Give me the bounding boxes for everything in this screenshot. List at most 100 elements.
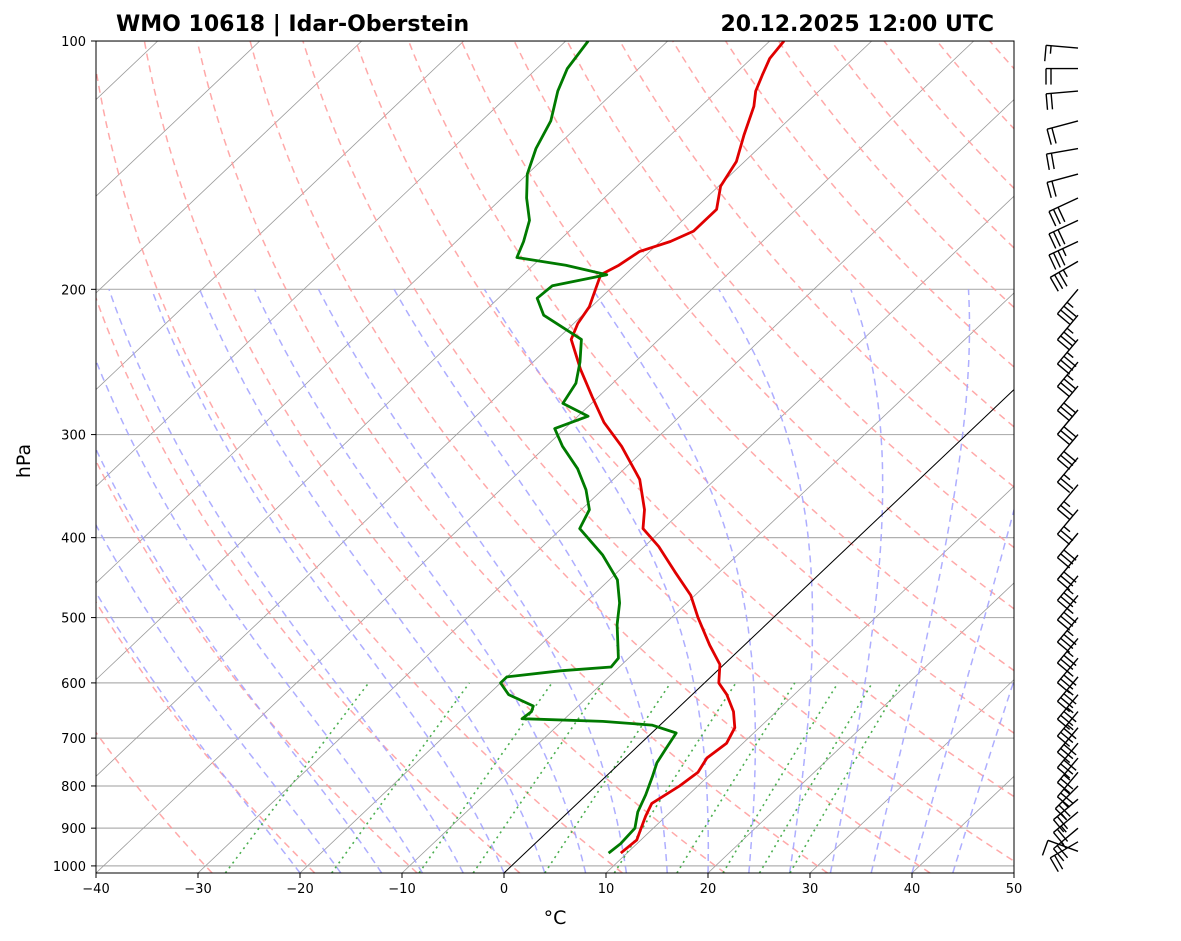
wind-barb-full-flag [1060,615,1074,627]
isotherm-line [809,679,1014,873]
wind-barb [1056,638,1079,674]
y-axis-label: hPa [13,444,35,478]
wind-barb [1056,338,1079,375]
y-tick-label: 400 [61,532,86,547]
wind-barb-staff [1053,811,1079,833]
wind-barb-staff [1056,694,1079,720]
wind-barb-full-flag [1060,553,1074,565]
wind-barb [1056,409,1079,446]
wind-barb-full-flag [1063,744,1077,756]
wind-barb-full-flag [1056,828,1069,842]
wind-barb [1056,484,1079,520]
isotherm-line [96,41,465,391]
wind-barb-half-flag [1066,327,1074,334]
wind-barb [1056,314,1079,351]
y-tick-label: 600 [61,677,86,692]
wind-barb-full-flag [1063,654,1077,667]
dewpoint-profile-line [499,41,678,855]
wind-barb-full-flag [1060,529,1074,542]
dry-adiabat [96,459,418,873]
wind-barb-full-flag [1051,127,1057,144]
wind-barb [1049,841,1079,873]
wind-barb-full-flag [1054,854,1064,870]
wind-barb-half-flag [1049,45,1052,54]
wind-barb-staff [1046,173,1079,184]
wind-barb-full-flag [1056,767,1071,779]
wind-barb-full-flag [1048,254,1057,270]
wind-barb [1056,594,1079,631]
wind-barb-half-flag [1066,630,1074,637]
moist-adiabat [829,289,884,873]
dry-adiabat [96,65,623,873]
wind-barb-half-flag [1066,707,1074,714]
wind-barb [1056,385,1079,422]
x-tick-label: −20 [286,882,313,897]
dry-adiabat [513,41,1014,610]
moist-adiabat [96,358,424,873]
wind-barb-full-flag [1060,658,1074,670]
dry-adiabat [1095,41,1181,873]
wind-barb-half-flag [1063,774,1071,781]
wind-barb-full-flag [1054,808,1068,821]
wind-barb-full-flag [1063,355,1077,368]
wind-barb-full-flag [1060,309,1074,321]
wind-barb-full-flag [1063,727,1077,740]
wind-barb-full-flag [1060,406,1074,418]
wind-barb-full-flag [1056,363,1071,375]
wind-barb-half-flag [1062,269,1068,278]
wind-barb-half-flag [1066,724,1074,731]
plot-area [96,41,1181,873]
wind-barb-full-flag [1058,804,1071,817]
wind-barb [1056,694,1079,730]
wind-barb [1048,197,1079,227]
wind-barb-full-flag [1063,611,1077,624]
moist-adiabat [108,289,464,873]
wind-barb-full-flag [1060,731,1074,744]
wind-barb-full-flag [1063,378,1077,390]
dry-adiabat [302,41,1014,862]
wind-barb-full-flag [1060,714,1074,727]
x-axis-label: °C [544,907,567,929]
wind-barb [1045,147,1079,170]
wind-barb-staff [1047,839,1079,852]
x-tick-label: 40 [904,882,921,897]
wind-barb-full-flag [1060,430,1074,442]
wind-barb-full-flag [1050,93,1054,110]
wind-barb [1054,785,1079,821]
wind-barb [1046,173,1079,199]
y-tick-label: 700 [61,732,86,747]
isotherm-line [96,41,363,294]
wind-barb-full-flag [1046,129,1052,145]
mixing-ratio-line [544,682,672,873]
wind-barb [1044,44,1079,62]
isotherm-line [299,195,1014,873]
isotherm-line [96,41,261,197]
wind-barb [1048,240,1079,270]
y-tick-label: 500 [61,612,86,627]
moist-adiabat [96,447,383,873]
wind-barb-full-flag [1060,575,1074,587]
y-tick-label: 300 [61,429,86,444]
mixing-ratio-line [472,682,604,873]
wind-barb-full-flag [1063,426,1077,438]
isotherm-line [1013,872,1014,873]
wind-barb-staff [1056,657,1079,684]
moist-adiabat [952,678,1014,873]
dry-adiabat [96,731,213,873]
wind-barbs [1041,44,1079,873]
dry-adiabat [619,41,1014,488]
wind-barb-full-flag [1056,458,1071,470]
wind-barb-full-flag [1052,209,1061,225]
wind-barb-staff [1056,314,1079,341]
wind-barb-full-flag [1063,633,1077,646]
wind-barb [1056,457,1079,494]
moist-adiabat [198,289,546,873]
wind-barb-staff [1056,676,1079,702]
wind-barb-full-flag [1056,700,1071,713]
wind-barb-full-flag [1060,359,1074,371]
plot-frame [95,40,1015,874]
dry-adiabat [354,41,1014,798]
y-tick-label: 100 [61,35,86,50]
dry-adiabat [989,41,1014,70]
isotherm-line [96,41,873,777]
